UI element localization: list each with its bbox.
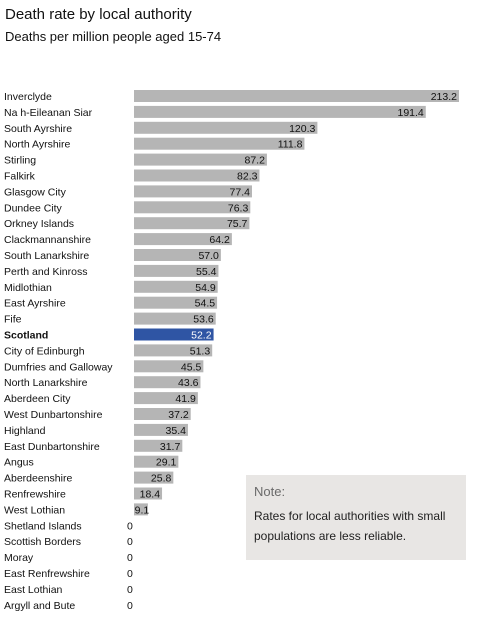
bar (134, 137, 305, 150)
value-label: 31.7 (160, 441, 181, 453)
value-label: 0 (127, 568, 133, 580)
bar (134, 455, 179, 468)
bar (134, 90, 459, 102)
value-label: 57.0 (198, 250, 219, 262)
value-label: 55.4 (196, 266, 217, 278)
category-label: City of Edinburgh (4, 345, 85, 357)
value-label: 213.2 (431, 91, 457, 103)
value-label: 41.9 (175, 393, 196, 405)
value-label: 77.4 (230, 186, 251, 198)
value-label: 120.3 (289, 123, 315, 135)
category-label: Argyll and Bute (4, 600, 75, 612)
category-label: Perth and Kinross (4, 266, 87, 278)
category-label: South Ayrshire (4, 123, 72, 135)
category-label: East Renfrewshire (4, 568, 90, 580)
category-label: West Dunbartonshire (4, 409, 103, 421)
bar (134, 233, 232, 246)
category-label: Shetland Islands (4, 520, 82, 532)
category-label: Dumfries and Galloway (4, 361, 113, 373)
note-box: Note: Rates for local authorities with s… (246, 475, 466, 560)
value-label: 54.9 (195, 282, 216, 294)
bar (134, 503, 148, 516)
bar (134, 105, 426, 118)
value-label: 0 (127, 536, 133, 548)
bar (134, 280, 218, 293)
category-label: Stirling (4, 155, 36, 167)
category-label: Aberdeenshire (4, 473, 72, 485)
category-label: Renfrewshire (4, 489, 66, 501)
category-label: West Lothian (4, 504, 65, 516)
category-label: Angus (4, 457, 34, 469)
bar (134, 344, 213, 357)
category-label: North Lanarkshire (4, 377, 88, 389)
bar (134, 360, 204, 373)
bar (134, 264, 219, 277)
bar (134, 153, 267, 166)
bar (134, 408, 191, 420)
bar (134, 217, 250, 230)
bar (134, 185, 252, 198)
bar (134, 487, 163, 500)
value-label: 64.2 (209, 234, 230, 246)
value-label: 25.8 (151, 473, 172, 485)
value-label: 0 (127, 552, 133, 564)
category-label: North Ayrshire (4, 139, 70, 151)
value-label: 0 (127, 600, 133, 612)
chart-title: Death rate by local authority (5, 6, 192, 23)
value-label: 0 (127, 584, 133, 596)
category-label: East Ayrshire (4, 298, 66, 310)
bar (134, 392, 198, 405)
bar (134, 121, 318, 134)
bar (134, 439, 183, 452)
note-title: Note: (254, 484, 286, 499)
value-label: 53.6 (193, 314, 214, 326)
bar (134, 471, 174, 484)
category-label: Clackmannanshire (4, 234, 91, 246)
chart-subtitle: Deaths per million people aged 15-74 (5, 29, 222, 44)
category-label: Fife (4, 314, 22, 326)
value-label: 75.7 (227, 218, 248, 230)
category-label: South Lanarkshire (4, 250, 89, 262)
value-label: 9.1 (135, 504, 150, 516)
value-label: 54.5 (195, 298, 216, 310)
value-label: 45.5 (181, 361, 202, 373)
category-label: Highland (4, 425, 46, 437)
category-label: Glasgow City (4, 186, 67, 198)
bar (134, 376, 201, 389)
category-label: Scotland (4, 330, 48, 342)
bar (134, 312, 216, 325)
bar (134, 296, 218, 309)
value-label: 52.2 (191, 330, 212, 342)
value-label: 191.4 (397, 107, 423, 119)
value-label: 76.3 (228, 202, 249, 214)
note-text: Rates for local authorities with small p… (254, 509, 446, 543)
category-label: Moray (4, 552, 34, 564)
value-label: 35.4 (166, 425, 187, 437)
bar-highlight (134, 328, 214, 341)
bar (134, 169, 260, 182)
value-label: 18.4 (140, 489, 161, 501)
category-label: East Lothian (4, 584, 63, 596)
value-label: 51.3 (190, 345, 211, 357)
category-label: Inverclyde (4, 91, 52, 103)
category-label: Orkney Islands (4, 218, 74, 230)
bar (134, 201, 251, 214)
value-label: 82.3 (237, 171, 258, 183)
category-label: Scottish Borders (4, 536, 81, 548)
bar (134, 249, 221, 261)
category-label: Dundee City (4, 202, 63, 214)
category-label: Aberdeen City (4, 393, 71, 405)
category-label: Midlothian (4, 282, 52, 294)
value-label: 29.1 (156, 457, 177, 469)
category-label: East Dunbartonshire (4, 441, 100, 453)
value-label: 111.8 (278, 139, 303, 151)
value-label: 37.2 (168, 409, 189, 421)
bar (134, 423, 188, 436)
value-label: 87.2 (244, 155, 265, 167)
category-label: Falkirk (4, 171, 36, 183)
category-label: Na h-Eileanan Siar (4, 107, 93, 119)
value-label: 0 (127, 520, 133, 532)
value-label: 43.6 (178, 377, 199, 389)
